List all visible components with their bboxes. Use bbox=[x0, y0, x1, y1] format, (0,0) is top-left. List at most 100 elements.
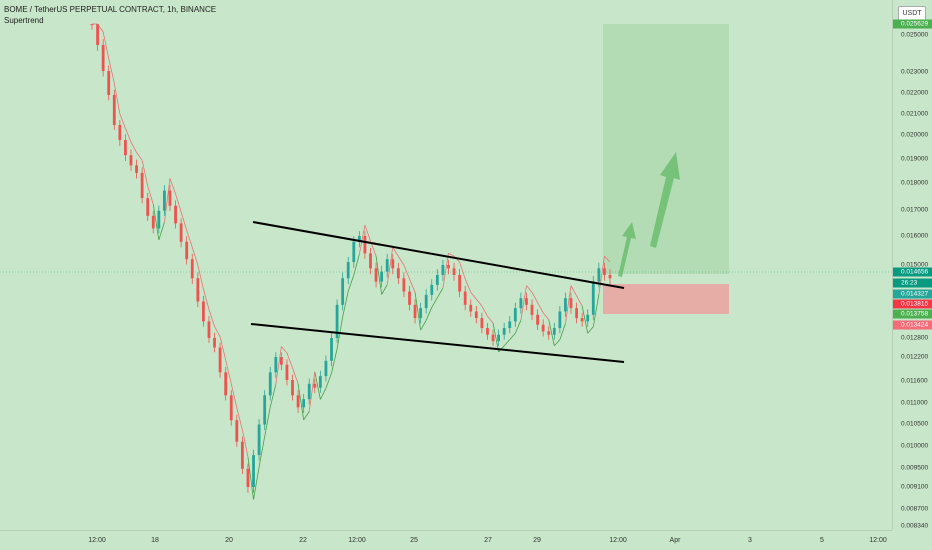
supertrend-line bbox=[303, 411, 310, 421]
candle-body bbox=[246, 468, 250, 487]
candle-body bbox=[190, 259, 194, 279]
price-tick-label: 0.012200 bbox=[901, 353, 929, 361]
candle-body bbox=[90, 24, 94, 25]
supertrend-line bbox=[253, 467, 260, 500]
candle-body bbox=[163, 190, 166, 211]
supertrend-line bbox=[331, 348, 338, 374]
supertrend-line bbox=[208, 309, 215, 327]
supertrend-line bbox=[464, 278, 472, 293]
candle-body bbox=[252, 455, 255, 487]
candle-body bbox=[201, 301, 205, 322]
supertrend-line bbox=[203, 288, 210, 310]
time-tick-label: 12:00 bbox=[609, 537, 627, 544]
candle-body bbox=[369, 253, 372, 269]
resistance-trendline bbox=[252, 221, 625, 289]
supertrend-line bbox=[604, 255, 611, 263]
supertrend-line bbox=[164, 178, 171, 223]
price-tick-label: 0.021000 bbox=[901, 110, 929, 118]
candle-body bbox=[124, 140, 127, 156]
candle-body bbox=[608, 274, 612, 279]
supertrend-line bbox=[409, 278, 416, 293]
supertrend-line bbox=[487, 315, 494, 324]
supertrend-line bbox=[414, 292, 422, 331]
candle-body bbox=[335, 304, 339, 338]
indicator-name[interactable]: Supertrend bbox=[4, 16, 44, 25]
candle-body bbox=[580, 318, 584, 322]
supertrend-line bbox=[364, 224, 371, 242]
price-tick-label: 0.015000 bbox=[901, 261, 929, 269]
symbol-title[interactable]: BOME / TetherUS PERPETUAL CONTRACT, 1h, … bbox=[4, 5, 217, 14]
supertrend-line bbox=[214, 326, 221, 337]
price-scale[interactable]: USDT 0.025000 0.023000 0.022000 0.021000 0.0… bbox=[892, 0, 932, 530]
candle-body bbox=[564, 298, 567, 312]
candle-body bbox=[218, 347, 222, 373]
price-tick-label: 0.017000 bbox=[901, 206, 929, 214]
price-tick-label: 0.009500 bbox=[901, 464, 929, 472]
price-tick-label: 0.011600 bbox=[901, 377, 928, 385]
candle-body bbox=[591, 281, 595, 315]
candle-body bbox=[408, 291, 411, 305]
candle-body bbox=[491, 334, 495, 342]
candle-body bbox=[547, 331, 551, 335]
price-tick-label: 0.010500 bbox=[901, 420, 929, 428]
candle-body bbox=[268, 372, 272, 396]
supertrend-line bbox=[325, 373, 332, 389]
supertrend-line bbox=[147, 185, 154, 205]
candle-body bbox=[374, 268, 378, 282]
price-tag-stop: 0.013424 bbox=[893, 320, 932, 330]
candle-body bbox=[430, 284, 434, 295]
candle-body bbox=[530, 304, 534, 315]
price-tick-label: 0.023000 bbox=[901, 68, 929, 76]
supertrend-line bbox=[448, 252, 455, 257]
candle-body bbox=[135, 165, 138, 173]
supertrend-line bbox=[565, 285, 572, 324]
candle-body bbox=[185, 241, 189, 260]
supertrend-line bbox=[102, 31, 110, 59]
candle-body bbox=[263, 395, 267, 425]
supertrend-line bbox=[247, 456, 254, 500]
supertrend-line bbox=[230, 383, 238, 408]
supertrend-line bbox=[425, 307, 433, 321]
candle-body bbox=[196, 278, 200, 302]
supertrend-line bbox=[554, 339, 561, 347]
candle-body bbox=[597, 268, 601, 282]
candle-body bbox=[424, 294, 428, 309]
supertrend-line bbox=[175, 193, 182, 213]
supertrend-line bbox=[542, 312, 550, 320]
candle-body bbox=[357, 236, 361, 242]
price-tick-label: 0.016000 bbox=[901, 232, 929, 240]
supertrend-line bbox=[264, 407, 271, 437]
candle-body bbox=[363, 236, 367, 254]
supertrend-line bbox=[598, 256, 605, 295]
supertrend-line bbox=[225, 359, 232, 384]
supertrend-line bbox=[576, 295, 583, 307]
candle-body bbox=[452, 268, 456, 275]
price-tick-label: 0.019000 bbox=[901, 155, 929, 163]
countdown-tag: 26:23 bbox=[893, 278, 932, 288]
supertrend-line bbox=[152, 204, 160, 241]
candle-body bbox=[569, 298, 573, 309]
candle-body bbox=[324, 360, 328, 377]
chart-canvas[interactable] bbox=[0, 0, 892, 530]
supertrend-line bbox=[386, 247, 394, 285]
candle-body bbox=[96, 24, 99, 45]
supertrend-line bbox=[514, 320, 522, 334]
supertrend-line bbox=[420, 320, 427, 331]
candle-body bbox=[101, 45, 105, 71]
candle-body bbox=[463, 291, 467, 305]
candle-body bbox=[586, 314, 590, 322]
candle-body bbox=[519, 298, 523, 309]
supertrend-line bbox=[481, 305, 488, 317]
price-tag-supertrend-red: 0.013815 bbox=[893, 299, 932, 309]
target-zone bbox=[603, 24, 729, 274]
chart-legend: BOME / TetherUS PERPETUAL CONTRACT, 1h, … bbox=[4, 4, 216, 26]
time-scale[interactable]: 12:00 18 20 22 12:00 25 27 29 12:00 Apr 3 5 12:00 bbox=[0, 530, 892, 550]
supertrend-line bbox=[320, 388, 327, 400]
supertrend-line bbox=[286, 352, 293, 369]
supertrend-line bbox=[353, 253, 360, 276]
candle-body bbox=[318, 376, 322, 388]
supertrend-line bbox=[592, 294, 600, 327]
chart-pane[interactable] bbox=[0, 0, 892, 530]
candle-body bbox=[558, 311, 562, 329]
candle-body bbox=[341, 278, 345, 305]
